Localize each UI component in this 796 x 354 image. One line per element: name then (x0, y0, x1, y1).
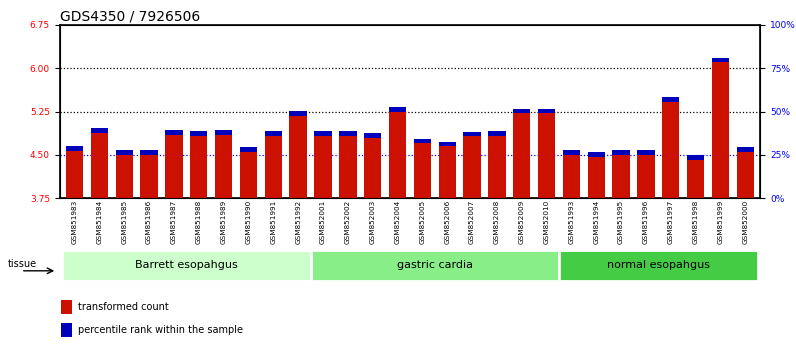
Bar (712, 58, 729, 62)
Bar (513, 109, 530, 113)
Bar (414, 143, 431, 198)
Bar (563, 155, 580, 198)
Text: normal esopahgus: normal esopahgus (607, 260, 710, 270)
Bar (290, 111, 306, 115)
Bar (166, 130, 182, 135)
Bar (488, 136, 505, 198)
Bar (488, 131, 505, 136)
Bar (563, 150, 580, 155)
Bar (388, 107, 406, 112)
Bar (264, 136, 282, 198)
Bar (662, 97, 680, 102)
Bar (439, 146, 456, 198)
Bar (463, 136, 481, 198)
Bar (61, 300, 72, 314)
Bar (215, 135, 232, 198)
Bar (190, 131, 208, 136)
Bar (687, 155, 704, 160)
Bar (91, 133, 108, 198)
Bar (439, 142, 456, 146)
Bar (513, 113, 530, 198)
Bar (240, 152, 257, 198)
Bar (62, 250, 310, 281)
Bar (140, 155, 158, 198)
Bar (364, 138, 381, 198)
Text: transformed count: transformed count (78, 302, 169, 312)
Bar (612, 155, 630, 198)
Bar (91, 128, 108, 133)
Bar (538, 109, 556, 113)
Bar (538, 113, 556, 198)
Bar (364, 133, 381, 138)
Text: gastric cardia: gastric cardia (396, 260, 473, 270)
Bar (240, 147, 257, 152)
Text: tissue: tissue (8, 259, 37, 269)
Bar (662, 102, 680, 198)
Bar (712, 62, 729, 198)
Bar (66, 151, 84, 198)
Text: percentile rank within the sample: percentile rank within the sample (78, 325, 243, 335)
Bar (736, 152, 754, 198)
Bar (66, 146, 84, 151)
Bar (388, 112, 406, 198)
Bar (314, 136, 332, 198)
Bar (215, 130, 232, 135)
Bar (612, 150, 630, 155)
Bar (587, 152, 605, 156)
Bar (166, 135, 182, 198)
Bar (638, 150, 654, 155)
Bar (559, 250, 758, 281)
Bar (140, 150, 158, 155)
Bar (339, 136, 357, 198)
Text: GDS4350 / 7926506: GDS4350 / 7926506 (60, 10, 200, 24)
Bar (687, 160, 704, 198)
Bar (190, 136, 208, 198)
Text: Barrett esopahgus: Barrett esopahgus (135, 260, 238, 270)
Bar (310, 250, 559, 281)
Bar (736, 147, 754, 152)
Bar (414, 139, 431, 143)
Bar (115, 155, 133, 198)
Bar (587, 156, 605, 198)
Bar (115, 150, 133, 155)
Bar (339, 131, 357, 136)
Bar (61, 323, 72, 337)
Bar (638, 155, 654, 198)
Bar (290, 115, 306, 198)
Bar (264, 131, 282, 136)
Bar (463, 132, 481, 136)
Bar (314, 131, 332, 136)
